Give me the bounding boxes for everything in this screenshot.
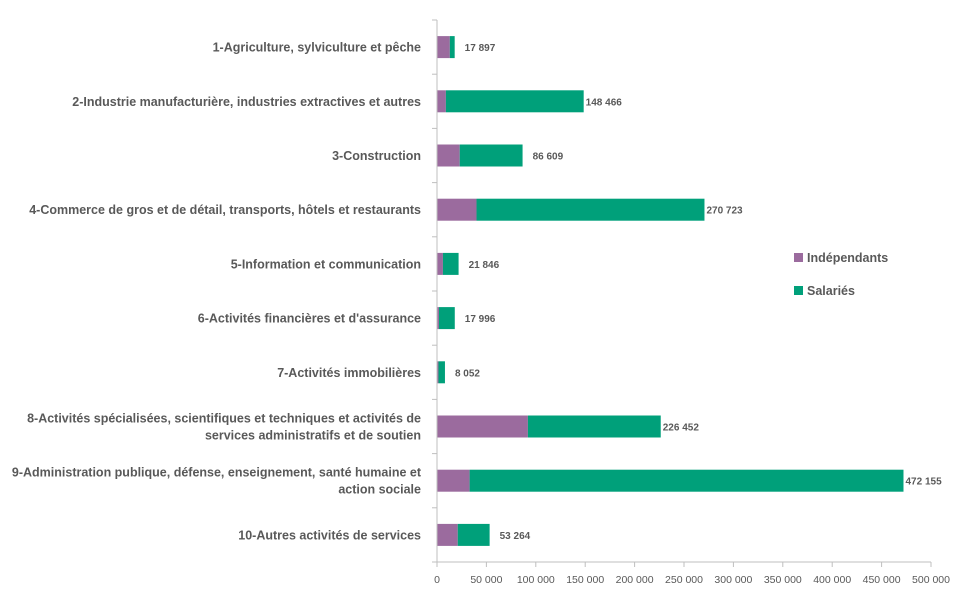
data-labels: 17 897 148 466 86 609 270 723 21 846 17 996 8 … (455, 43, 942, 542)
data-label-total: 8 052 (455, 368, 480, 379)
category-label: 1-Agriculture, sylviculture et pêche (213, 41, 421, 55)
bar-segment-independants (437, 144, 460, 167)
bar-segment-independants (437, 469, 470, 492)
category-label: 4-Commerce de gros et de détail, transpo… (29, 203, 421, 217)
bar-segment-salaries (449, 36, 455, 59)
data-label-total: 21 846 (469, 260, 500, 271)
data-label-total: 17 996 (465, 314, 496, 325)
category-label: 10-Autres activités de services (238, 528, 421, 542)
data-label-total: 53 264 (500, 531, 531, 542)
x-tick-label: 100 000 (517, 574, 555, 586)
category-label: 9-Administration publique, défense, ense… (12, 466, 422, 497)
bar-segment-salaries (438, 361, 445, 384)
bar-segment-salaries (442, 252, 459, 275)
category-label: 7-Activités immobilières (277, 366, 421, 380)
bar-segment-salaries (476, 198, 705, 221)
legend-swatch-salaries (794, 286, 803, 295)
bar-segment-independants (437, 415, 528, 438)
bar-segment-independants (437, 523, 458, 546)
category-label: 2-Industrie manufacturière, industries e… (72, 95, 421, 109)
x-tick-label: 350 000 (764, 574, 802, 586)
legend-label: Indépendants (807, 251, 888, 265)
x-tick-label: 250 000 (665, 574, 703, 586)
bars (437, 36, 904, 546)
data-label-total: 148 466 (586, 97, 623, 108)
bar-segment-salaries (457, 523, 490, 546)
bar-segment-independants (437, 90, 446, 113)
data-label-total: 86 609 (533, 152, 564, 163)
bar-segment-salaries (438, 307, 455, 330)
x-tick-label: 300 000 (714, 574, 752, 586)
x-tick-label: 200 000 (616, 574, 654, 586)
x-tick-label: 0 (434, 574, 440, 586)
legend-swatch-independants (794, 253, 803, 262)
category-labels: 1-Agriculture, sylviculture et pêche 2-In… (12, 41, 422, 543)
x-tick-label: 400 000 (813, 574, 851, 586)
bar-segment-independants (437, 307, 439, 330)
bar-segment-independants (437, 252, 443, 275)
x-tick-label: 450 000 (863, 574, 901, 586)
data-label-total: 472 155 (905, 477, 942, 488)
category-label: 5-Information et communication (231, 257, 421, 271)
category-label: 8-Activités spécialisées, scientifiques … (27, 412, 421, 443)
bar-segment-independants (437, 361, 439, 384)
x-tick-label: 500 000 (912, 574, 950, 586)
legend-label: Salariés (807, 284, 855, 298)
category-label: 3-Construction (332, 149, 421, 163)
axes: 0 50 000 100 000 150 000 200 000 250 000 300 0… (432, 19, 950, 586)
x-tick-label: 150 000 (566, 574, 604, 586)
bar-segment-independants (437, 36, 450, 59)
x-tick-label: 50 000 (470, 574, 502, 586)
bar-segment-salaries (527, 415, 661, 438)
bar-segment-salaries (459, 144, 523, 167)
category-label: 6-Activités financières et d'assurance (198, 312, 421, 326)
legend: Indépendants Salariés (794, 251, 888, 298)
bar-segment-salaries (445, 90, 584, 113)
bar-segment-independants (437, 198, 477, 221)
data-label-total: 270 723 (706, 206, 743, 217)
data-label-total: 17 897 (465, 43, 496, 54)
data-label-total: 226 452 (663, 423, 700, 434)
bar-segment-salaries (469, 469, 904, 492)
